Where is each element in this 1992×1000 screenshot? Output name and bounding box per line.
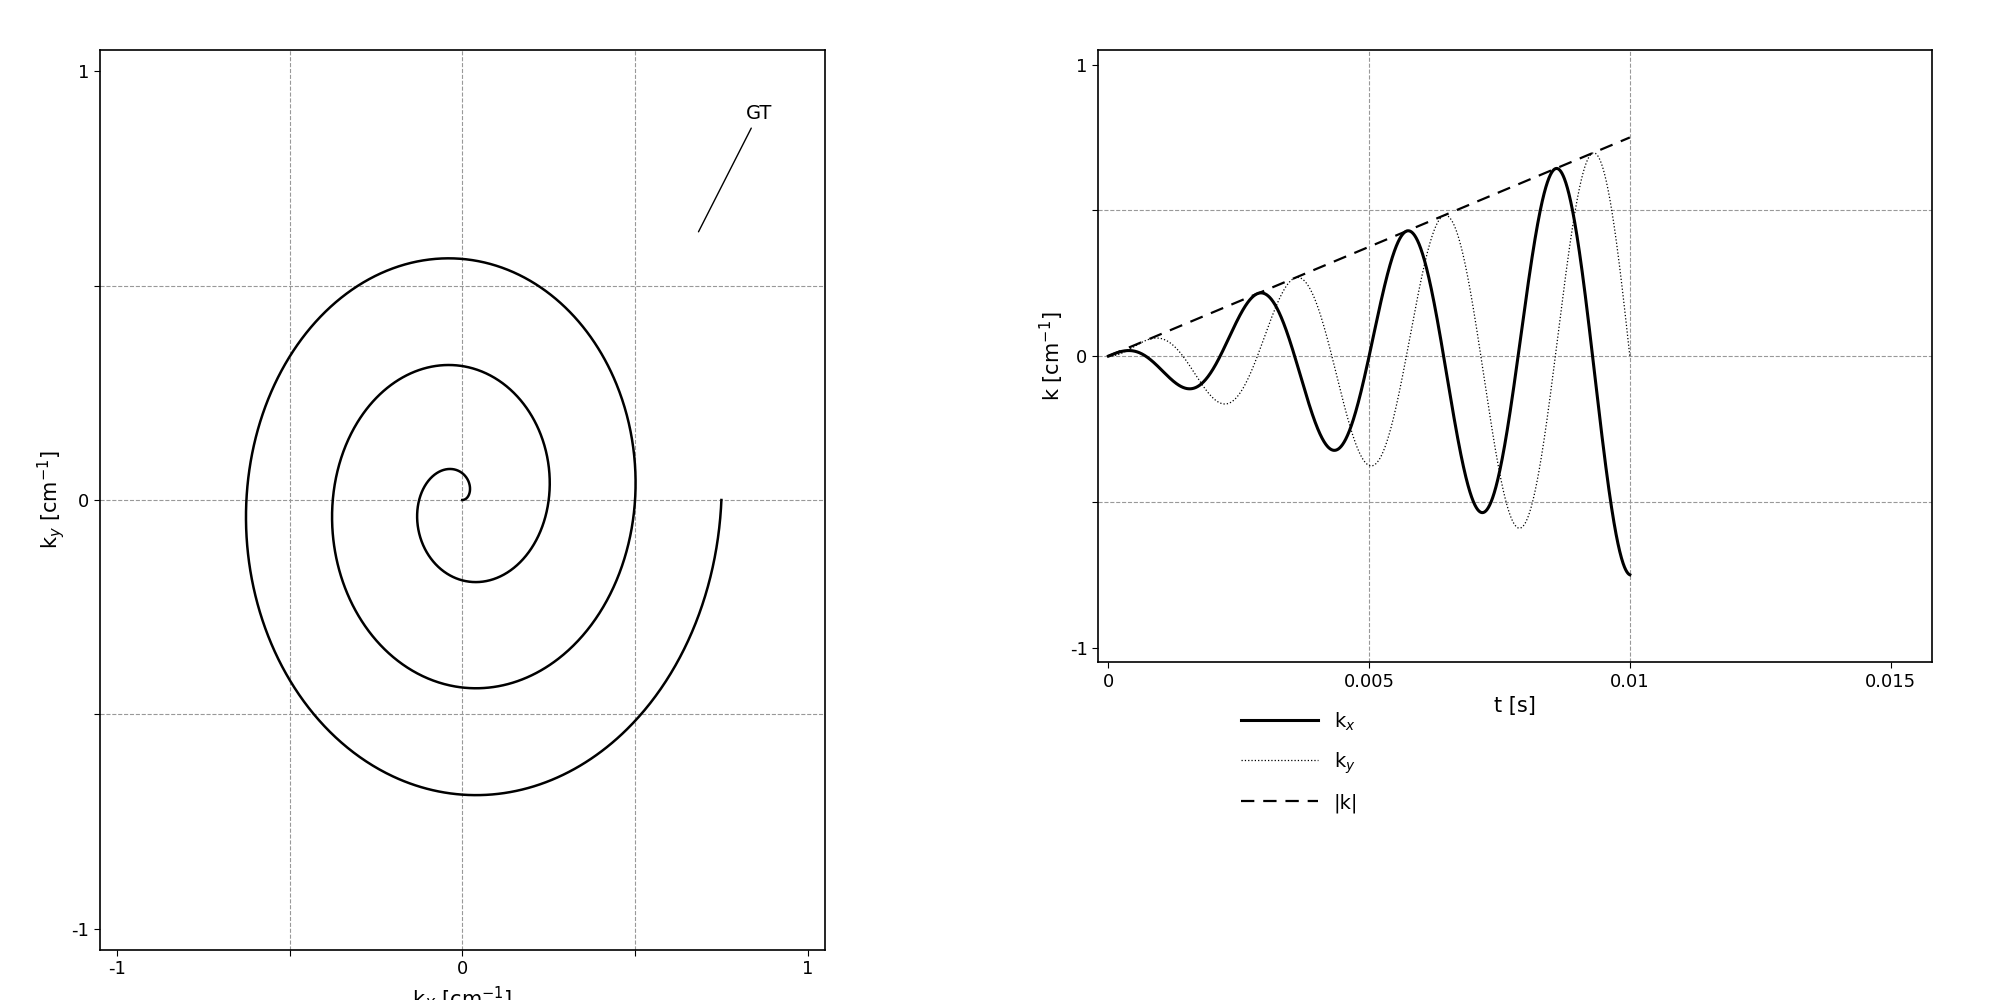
Line: k$_y$: k$_y$ [1108, 153, 1629, 528]
k$_y$ [1155, 335, 1179, 347]
k$_x$ [1618, 569, 1641, 581]
k$_y$ [1096, 350, 1120, 362]
Y-axis label: k [cm$^{-1}$]: k [cm$^{-1}$] [1038, 311, 1066, 401]
|k| [1608, 136, 1631, 148]
k$_x$ [1544, 162, 1568, 174]
Line: k$_x$: k$_x$ [1108, 168, 1629, 575]
k$_y$ [1552, 285, 1576, 297]
k$_y$ [1508, 522, 1532, 534]
Y-axis label: k$_y$ [cm$^{-1}$]: k$_y$ [cm$^{-1}$] [36, 451, 68, 549]
k$_x$ [1297, 396, 1321, 408]
k$_y$ [1582, 147, 1606, 159]
|k| [1187, 312, 1211, 324]
k$_x$ [1552, 171, 1576, 183]
k$_y$ [1187, 374, 1211, 386]
k$_y$ [1319, 347, 1343, 359]
k$_y$ [1618, 350, 1641, 362]
k$_x$ [1319, 443, 1343, 455]
k$_x$ [1096, 350, 1120, 362]
Text: GT: GT [699, 104, 773, 232]
k$_y$ [1297, 280, 1321, 292]
X-axis label: t [s]: t [s] [1494, 696, 1536, 716]
k$_y$ [1608, 263, 1631, 275]
X-axis label: k$_X$ [cm$^{-1}$]: k$_X$ [cm$^{-1}$] [412, 984, 512, 1000]
k$_x$ [1187, 380, 1211, 392]
|k| [1618, 131, 1641, 143]
|k| [1552, 159, 1576, 171]
Legend: k$_x$, k$_y$, |k|: k$_x$, k$_y$, |k| [1233, 703, 1367, 821]
|k| [1155, 325, 1179, 337]
|k| [1096, 350, 1120, 362]
|k| [1319, 257, 1343, 269]
|k| [1297, 266, 1321, 278]
k$_x$ [1155, 370, 1179, 382]
Line: |k|: |k| [1108, 137, 1629, 356]
k$_x$ [1608, 545, 1631, 557]
